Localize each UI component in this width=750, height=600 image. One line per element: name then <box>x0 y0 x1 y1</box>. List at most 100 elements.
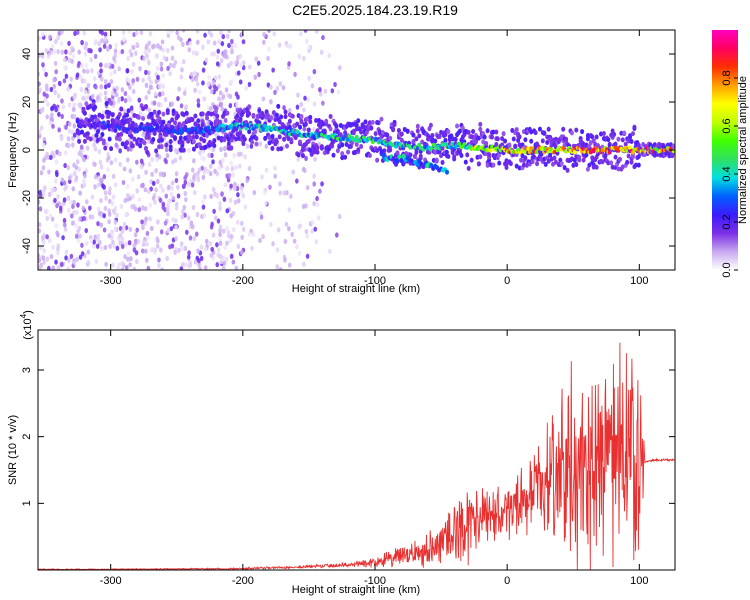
spectrogram-noise-mark <box>156 219 160 225</box>
spectrogram-noise-mark <box>75 159 80 165</box>
spectrogram-noise-mark <box>67 40 71 46</box>
spectrogram-noise-mark <box>143 220 147 226</box>
spectrogram-ridge-halo <box>268 115 273 121</box>
spectrogram-ridge-halo <box>476 161 481 167</box>
spectrogram-ridge-halo <box>370 119 375 125</box>
spectrogram-noise-mark <box>38 81 41 87</box>
spectrogram-noise-mark <box>275 85 280 92</box>
spectrogram-noise-mark <box>48 213 53 219</box>
spectrogram-ridge-halo <box>561 126 566 132</box>
spectrogram-noise-mark <box>215 262 220 268</box>
spectrogram-noise-mark <box>67 121 72 127</box>
spectrogram-ridge-halo <box>388 147 393 153</box>
spectrogram-ridge-core <box>572 150 577 155</box>
spectrogram-ridge-halo <box>283 114 288 120</box>
spectrogram-noise-mark <box>125 157 130 163</box>
spectrogram-ridge-halo <box>274 139 279 145</box>
spectrogram-noise-mark <box>174 224 178 231</box>
spectrogram-noise-mark <box>146 235 150 241</box>
spectrogram-noise-mark <box>196 170 200 177</box>
spectrogram-noise-mark <box>137 196 142 203</box>
spectrogram-noise-mark <box>128 195 132 201</box>
spectrogram-noise-mark <box>208 163 213 169</box>
spectrogram-noise-mark <box>258 141 263 147</box>
spectrogram-noise-mark <box>112 209 117 215</box>
spectrogram-noise-mark <box>218 200 222 207</box>
spectrogram-noise-mark <box>196 102 201 108</box>
spectrogram-noise-mark <box>83 89 88 95</box>
spectrogram-ridge-halo <box>553 159 558 165</box>
spectrogram-noise-mark <box>181 30 186 33</box>
spectrogram-noise-mark <box>219 146 223 152</box>
spectrogram-noise-mark <box>184 196 188 203</box>
spectrogram-ridge-halo <box>184 110 189 116</box>
spectrogram-noise-mark <box>245 143 250 149</box>
spectrogram-noise-mark <box>217 74 222 80</box>
spectrogram-noise-mark <box>75 30 80 35</box>
spectrogram-noise-mark <box>174 171 179 177</box>
spectrogram-noise-mark <box>38 86 42 93</box>
spectrogram-noise-mark <box>179 266 184 270</box>
spectrogram-noise-mark <box>229 160 233 166</box>
spectrogram-noise-mark <box>171 195 176 201</box>
snr-x-tick-label: 0 <box>504 575 510 587</box>
spectrogram-ridge-halo <box>376 120 381 126</box>
spectrogram-ridge-halo <box>562 165 567 171</box>
spectrogram-noise-mark <box>138 110 143 117</box>
spectrogram-noise-mark <box>122 221 127 228</box>
spectrogram-ridge-halo <box>437 148 442 154</box>
spectrogram-noise-mark <box>131 61 136 67</box>
spectrogram-noise-mark <box>203 246 208 252</box>
spectrogram-ridge-halo <box>191 146 196 152</box>
spectrogram-ridge-halo <box>146 134 151 140</box>
spectrogram-noise-mark <box>44 83 49 89</box>
spectrogram-noise-mark <box>120 267 125 270</box>
spectrogram-noise-mark <box>123 98 128 104</box>
spectrogram-noise-mark <box>171 159 175 165</box>
spectrogram-noise-mark <box>86 82 91 89</box>
spectrogram-noise-mark <box>63 162 67 169</box>
spectrogram-noise-mark <box>51 123 55 129</box>
spectrogram-noise-mark <box>223 53 228 59</box>
spectrogram-ridge-halo <box>159 137 164 143</box>
spectrogram-noise-mark <box>75 72 80 78</box>
spectrogram-noise-mark <box>273 89 277 95</box>
spectrogram-noise-mark <box>83 173 87 179</box>
spectrogram-noise-mark <box>210 51 214 57</box>
spectrogram-noise-mark <box>236 198 241 204</box>
spectrogram-ridge-halo <box>625 159 630 165</box>
spectrogram-ridge-halo <box>161 119 166 125</box>
spectrogram-noise-mark <box>168 62 173 68</box>
spectrogram-ridge-halo <box>594 164 599 170</box>
spectrogram-noise-mark <box>206 168 211 175</box>
spectrogram-noise-mark <box>70 213 74 219</box>
spectrogram-noise-mark <box>144 248 148 254</box>
spectrogram-noise-mark <box>229 60 233 66</box>
spectrogram-noise-mark <box>38 228 42 234</box>
spectrogram-ridge-halo <box>287 118 292 124</box>
spectrogram-noise-mark <box>71 53 76 59</box>
spectrogram-ridge-halo <box>452 154 457 160</box>
spectrogram-noise-mark <box>118 161 123 167</box>
spectrogram-noise-mark <box>63 226 68 232</box>
spectrogram-noise-mark <box>240 234 244 240</box>
spectrogram-noise-mark <box>114 42 118 48</box>
spectrogram-ridge-halo <box>100 131 105 137</box>
spectrogram-y-tick-label: -20 <box>21 190 33 206</box>
spectrogram-noise-mark <box>72 113 77 120</box>
spectrogram-ridge-halo <box>415 128 420 134</box>
spectrogram-ridge-halo <box>455 123 460 129</box>
spectrogram-noise-mark <box>115 212 119 219</box>
spectrogram-noise-mark <box>162 171 166 177</box>
spectrogram-noise-mark <box>82 68 86 74</box>
spectrogram-noise-mark <box>124 265 129 270</box>
spectrogram-noise-mark <box>52 77 56 83</box>
spectrogram-noise-mark <box>40 53 45 59</box>
spectrogram-noise-mark <box>223 182 228 188</box>
spectrogram-noise-mark <box>67 257 71 263</box>
spectrogram-noise-mark <box>271 67 275 73</box>
spectrogram-noise-mark <box>230 48 234 54</box>
spectrogram-noise-mark <box>78 74 83 80</box>
spectrogram-ridge-halo <box>629 159 634 165</box>
spectrogram-noise-mark <box>278 181 282 187</box>
